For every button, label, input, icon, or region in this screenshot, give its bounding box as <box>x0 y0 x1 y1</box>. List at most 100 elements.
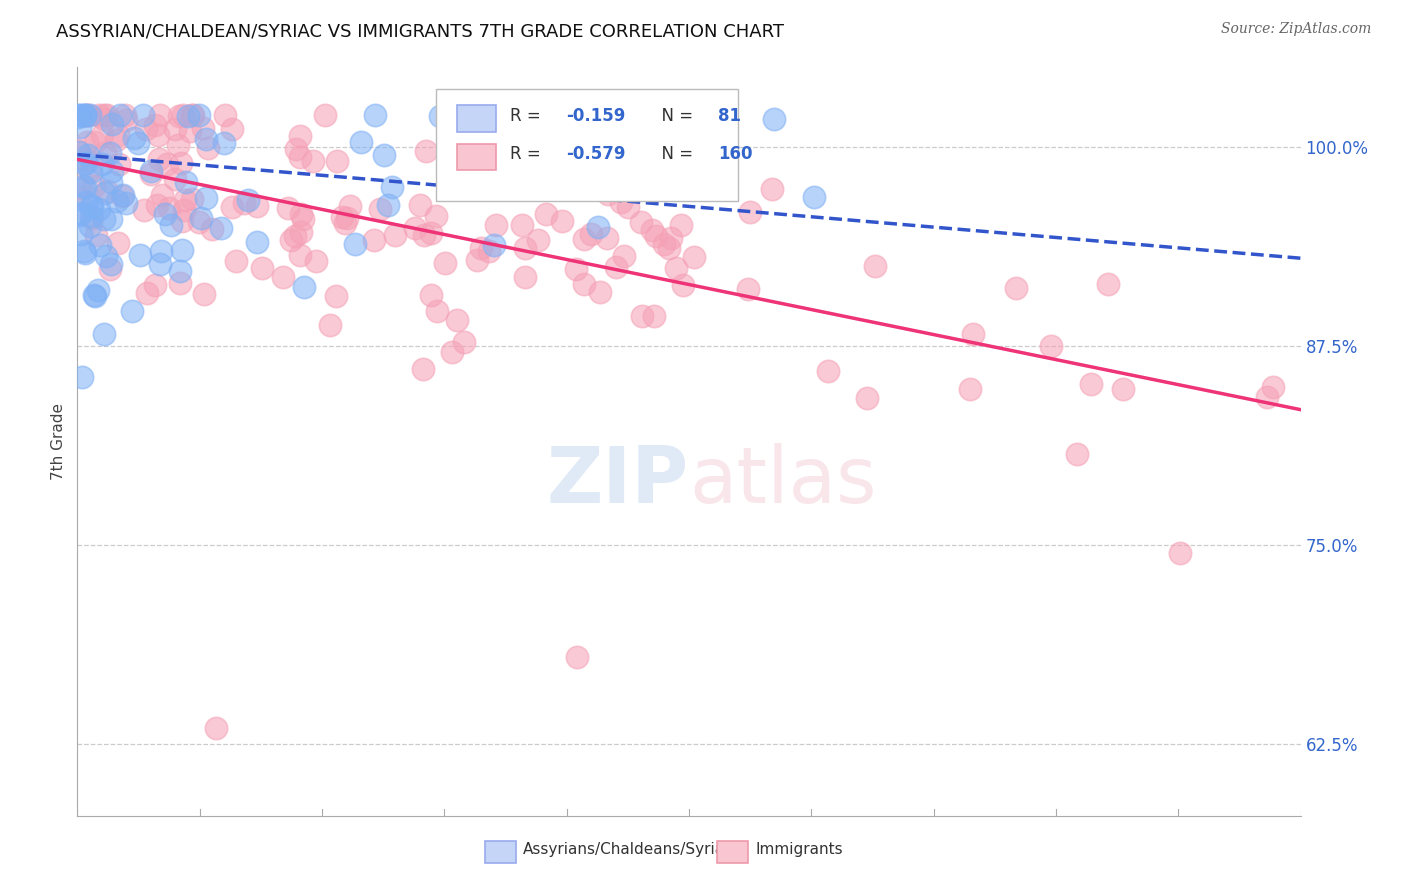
Point <box>194 191 217 205</box>
Point <box>737 282 759 296</box>
Point <box>292 212 315 227</box>
Point <box>93 186 115 200</box>
Point <box>84 227 107 242</box>
Point <box>285 142 308 156</box>
Point <box>330 210 353 224</box>
Point <box>143 278 166 293</box>
Point <box>465 148 488 162</box>
Point <box>163 122 186 136</box>
Point <box>115 113 138 128</box>
Point <box>280 233 302 247</box>
Point <box>536 207 558 221</box>
Point <box>79 219 101 233</box>
Point <box>80 165 103 179</box>
Point <box>148 128 170 143</box>
Text: -0.159: -0.159 <box>567 107 626 125</box>
Point <box>1080 377 1102 392</box>
Point <box>156 157 179 171</box>
Point <box>139 167 162 181</box>
Point <box>67 208 90 222</box>
Point <box>567 649 589 664</box>
Point <box>76 108 98 122</box>
Point <box>335 216 357 230</box>
Point <box>1097 277 1119 292</box>
Point <box>143 118 166 132</box>
Point <box>190 211 212 226</box>
Point <box>232 196 254 211</box>
Text: ZIP: ZIP <box>547 443 689 519</box>
Point <box>79 108 101 122</box>
Point <box>135 121 157 136</box>
Point <box>105 194 128 209</box>
Point <box>150 187 173 202</box>
Point <box>172 214 194 228</box>
Point <box>962 327 984 342</box>
Point <box>470 241 492 255</box>
Point <box>294 279 316 293</box>
Point <box>515 241 537 255</box>
Point <box>179 124 201 138</box>
Point <box>643 309 665 323</box>
Point <box>170 244 193 258</box>
Point <box>325 288 347 302</box>
Point <box>652 236 675 251</box>
Point <box>111 189 134 203</box>
Point <box>121 303 143 318</box>
Point <box>665 260 688 275</box>
Point <box>302 154 325 169</box>
Point <box>169 264 191 278</box>
Point <box>73 108 96 122</box>
Point <box>136 286 159 301</box>
Point <box>98 146 121 161</box>
Point <box>567 129 589 144</box>
Point <box>482 238 505 252</box>
Point <box>761 181 783 195</box>
Point <box>67 110 90 124</box>
Point <box>167 137 190 152</box>
Point <box>83 289 105 303</box>
Point <box>114 196 136 211</box>
Point <box>415 144 437 158</box>
Point <box>630 214 652 228</box>
Point <box>75 195 97 210</box>
Point <box>381 179 404 194</box>
Point <box>87 283 110 297</box>
Point <box>83 288 105 302</box>
Text: atlas: atlas <box>689 443 876 519</box>
Point <box>221 122 243 136</box>
Point <box>75 156 97 170</box>
Point <box>409 198 432 212</box>
Point <box>93 326 115 341</box>
Point <box>93 212 115 227</box>
Point <box>288 247 311 261</box>
Point <box>67 144 90 158</box>
Point <box>419 227 441 241</box>
Point <box>176 175 198 189</box>
Point <box>319 318 342 332</box>
Point <box>197 141 219 155</box>
Point <box>177 109 200 123</box>
Point <box>605 260 627 275</box>
Point <box>1066 447 1088 461</box>
Point <box>420 288 443 302</box>
Point <box>441 345 464 359</box>
Point <box>72 244 94 259</box>
Point <box>252 261 274 276</box>
Point <box>1112 382 1135 396</box>
Point <box>671 219 693 233</box>
Point <box>645 229 668 244</box>
Point <box>114 108 136 122</box>
Point <box>181 108 204 122</box>
Point <box>191 121 214 136</box>
Point <box>75 179 97 194</box>
Point <box>429 109 451 123</box>
Point <box>672 278 695 293</box>
Point <box>96 108 118 122</box>
Point <box>373 148 395 162</box>
Point <box>80 211 103 225</box>
Text: 81: 81 <box>718 107 741 125</box>
Point <box>67 108 90 122</box>
Point <box>169 276 191 290</box>
Point <box>129 247 152 261</box>
Point <box>108 108 131 122</box>
